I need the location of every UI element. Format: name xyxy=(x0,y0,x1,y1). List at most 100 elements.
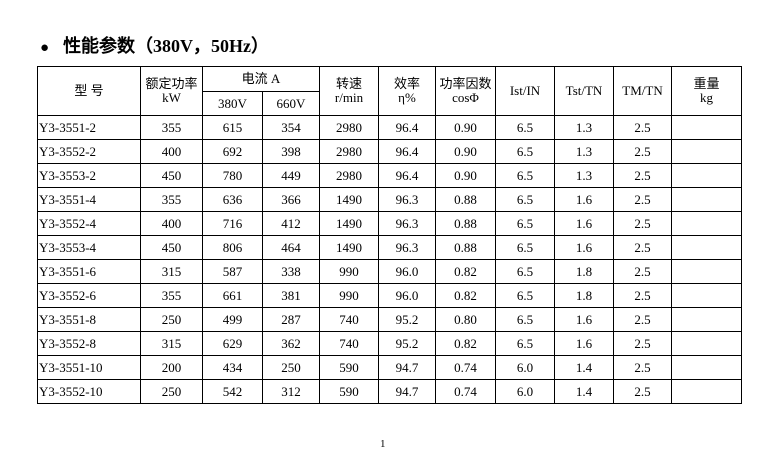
value-cell: 2.5 xyxy=(613,283,672,308)
empty-cell xyxy=(671,259,742,284)
empty-cell xyxy=(671,163,742,188)
value-cell: 740 xyxy=(319,307,379,332)
value-cell: 250 xyxy=(140,379,203,404)
value-cell: 362 xyxy=(262,331,320,356)
value-cell: 6.5 xyxy=(495,283,555,308)
bullet: ● xyxy=(40,40,50,56)
value-cell: 96.3 xyxy=(378,235,436,260)
value-cell: 0.90 xyxy=(435,139,496,164)
value-cell: 587 xyxy=(202,259,263,284)
value-cell: 366 xyxy=(262,187,320,212)
value-cell: 96.0 xyxy=(378,283,436,308)
header-unit: kg xyxy=(700,90,713,105)
empty-cell xyxy=(671,307,742,332)
data-row: Y3-3551-10 200 434 250 590 94.7 0.74 6.0 1.4 2.5 xyxy=(37,355,742,380)
value-cell: 94.7 xyxy=(378,379,436,404)
data-row: Y3-3552-6 355 661 381 990 96.0 0.82 6.5 1.8 2.5 xyxy=(37,283,742,308)
value-cell: 96.4 xyxy=(378,139,436,164)
value-cell: 0.80 xyxy=(435,307,496,332)
value-cell: 1.3 xyxy=(554,115,614,140)
value-cell: 0.74 xyxy=(435,379,496,404)
value-cell: 6.5 xyxy=(495,139,555,164)
empty-cell xyxy=(671,211,742,236)
header-text: 重量 xyxy=(693,76,720,91)
value-cell: 96.4 xyxy=(378,163,436,188)
header-cell: 电流 A xyxy=(202,66,320,92)
model-cell: Y3-3553-4 xyxy=(37,235,141,260)
value-cell: 200 xyxy=(140,355,203,380)
value-cell: 0.82 xyxy=(435,331,496,356)
value-cell: 355 xyxy=(140,115,203,140)
header-cell: 660V xyxy=(262,91,320,116)
value-cell: 94.7 xyxy=(378,355,436,380)
value-cell: 400 xyxy=(140,139,203,164)
value-cell: 464 xyxy=(262,235,320,260)
value-cell: 1.6 xyxy=(554,211,614,236)
value-cell: 0.82 xyxy=(435,283,496,308)
value-cell: 2.5 xyxy=(613,163,672,188)
value-cell: 990 xyxy=(319,283,379,308)
model-cell: Y3-3552-4 xyxy=(37,211,141,236)
value-cell: 0.88 xyxy=(435,187,496,212)
value-cell: 400 xyxy=(140,211,203,236)
data-row: Y3-3552-4 400 716 412 1490 96.3 0.88 6.5 1.6 2.5 xyxy=(37,211,742,236)
header-row: 型 号 额定功率 kW 电流 A 转速 r/min 效率 η% 功率因数 cosΦ Is… xyxy=(37,66,742,116)
value-cell: 0.88 xyxy=(435,235,496,260)
value-cell: 315 xyxy=(140,259,203,284)
value-cell: 96.3 xyxy=(378,211,436,236)
value-cell: 590 xyxy=(319,379,379,404)
data-row: Y3-3553-2 450 780 449 2980 96.4 0.90 6.5 1.3 2.5 xyxy=(37,163,742,188)
value-cell: 287 xyxy=(262,307,320,332)
value-cell: 2.5 xyxy=(613,259,672,284)
value-cell: 2.5 xyxy=(613,139,672,164)
value-cell: 990 xyxy=(319,259,379,284)
value-cell: 434 xyxy=(202,355,263,380)
value-cell: 250 xyxy=(262,355,320,380)
heading-title: 性能参数（380V，50Hz） xyxy=(63,36,270,56)
value-cell: 590 xyxy=(319,355,379,380)
value-cell: 449 xyxy=(262,163,320,188)
value-cell: 2.5 xyxy=(613,331,672,356)
header-cell: Ist/IN xyxy=(495,66,555,116)
value-cell: 6.0 xyxy=(495,379,555,404)
header-cell: 型 号 xyxy=(37,66,141,116)
header-cell: Tst/TN xyxy=(554,66,614,116)
header-text: 转速 xyxy=(335,76,362,91)
data-row: Y3-3551-8 250 499 287 740 95.2 0.80 6.5 1.6 2.5 xyxy=(37,307,742,332)
value-cell: 1.8 xyxy=(554,259,614,284)
value-cell: 6.5 xyxy=(495,331,555,356)
value-cell: 0.90 xyxy=(435,115,496,140)
value-cell: 1490 xyxy=(319,235,379,260)
model-cell: Y3-3551-10 xyxy=(37,355,141,380)
value-cell: 96.0 xyxy=(378,259,436,284)
value-cell: 1490 xyxy=(319,187,379,212)
data-row: Y3-3551-6 315 587 338 990 96.0 0.82 6.5 1.8 2.5 xyxy=(37,259,742,284)
value-cell: 636 xyxy=(202,187,263,212)
value-cell: 355 xyxy=(140,187,203,212)
value-cell: 96.3 xyxy=(378,187,436,212)
empty-cell xyxy=(671,379,742,404)
header-cell: 380V xyxy=(202,91,263,116)
value-cell: 780 xyxy=(202,163,263,188)
value-cell: 1.6 xyxy=(554,187,614,212)
empty-cell xyxy=(671,235,742,260)
value-cell: 1.8 xyxy=(554,283,614,308)
model-cell: Y3-3551-8 xyxy=(37,307,141,332)
value-cell: 250 xyxy=(140,307,203,332)
value-cell: 6.0 xyxy=(495,355,555,380)
value-cell: 95.2 xyxy=(378,331,436,356)
value-cell: 338 xyxy=(262,259,320,284)
value-cell: 1.3 xyxy=(554,163,614,188)
value-cell: 6.5 xyxy=(495,187,555,212)
model-cell: Y3-3551-6 xyxy=(37,259,141,284)
spec-table: 型 号 额定功率 kW 电流 A 转速 r/min 效率 η% 功率因数 cosΦ Is… xyxy=(37,66,742,404)
value-cell: 96.4 xyxy=(378,115,436,140)
value-cell: 542 xyxy=(202,379,263,404)
value-cell: 661 xyxy=(202,283,263,308)
value-cell: 6.5 xyxy=(495,115,555,140)
model-cell: Y3-3551-2 xyxy=(37,115,141,140)
value-cell: 1.6 xyxy=(554,331,614,356)
value-cell: 1.3 xyxy=(554,139,614,164)
model-cell: Y3-3552-2 xyxy=(37,139,141,164)
value-cell: 2.5 xyxy=(613,211,672,236)
